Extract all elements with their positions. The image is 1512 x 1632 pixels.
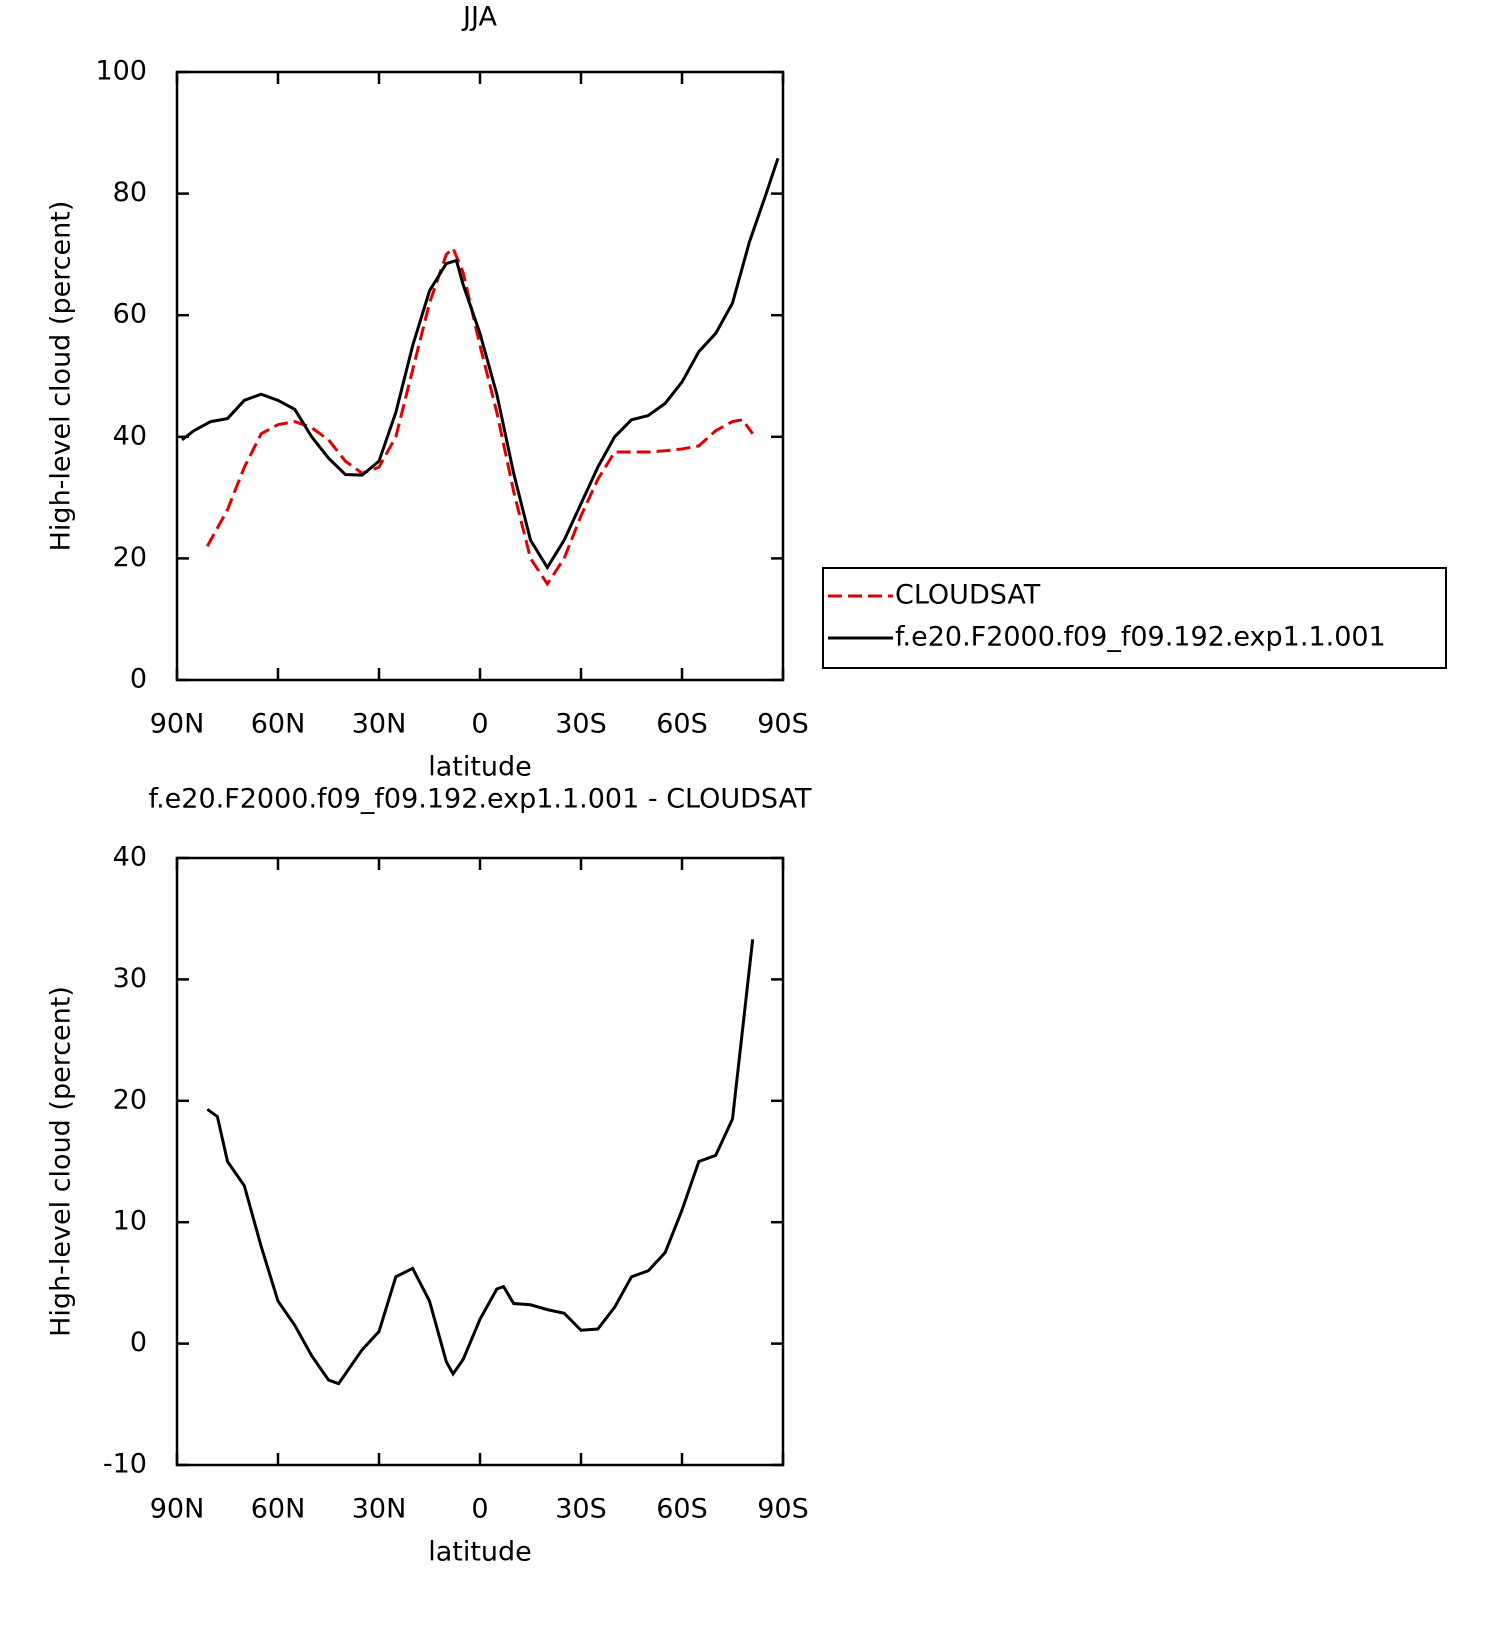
y-tick-label: 0 <box>130 1327 147 1358</box>
y-tick-label: 80 <box>113 177 147 208</box>
x-tick-label: 30N <box>352 1494 407 1525</box>
chart-title: f.e20.F2000.f09_f09.192.exp1.1.001 - CLO… <box>149 784 812 815</box>
data-line <box>181 157 780 571</box>
chart-title: JJA <box>461 2 497 33</box>
x-tick-label: 0 <box>471 1494 488 1525</box>
plot-frame <box>175 70 785 682</box>
legend-box <box>822 567 1447 669</box>
x-tick-label: 60N <box>251 709 306 740</box>
y-tick-label: 30 <box>113 963 147 994</box>
x-tick-label: 60N <box>251 1494 306 1525</box>
x-tick-label: 30S <box>555 709 607 740</box>
y-tick-label: 60 <box>113 299 147 330</box>
x-tick-label: 90N <box>150 1494 205 1525</box>
y-tick-label: 0 <box>130 664 147 695</box>
legend-label: f.e20.F2000.f09_f09.192.exp1.1.001 <box>895 622 1386 653</box>
y-axis-label: High-level cloud (percent) <box>46 986 77 1337</box>
x-tick-label: 30S <box>555 1494 607 1525</box>
y-tick-label: 10 <box>113 1206 147 1237</box>
y-tick-label: 40 <box>113 420 147 451</box>
x-tick-label: 90N <box>150 709 205 740</box>
data-line <box>206 939 755 1386</box>
x-tick-label: 30N <box>352 709 407 740</box>
x-tick-label: 0 <box>471 709 488 740</box>
data-line <box>205 245 754 587</box>
x-tick-label: 90S <box>757 1494 809 1525</box>
y-tick-label: 40 <box>113 842 147 873</box>
x-tick-label: 90S <box>757 709 809 740</box>
plot-frame <box>175 856 785 1467</box>
y-axis-label: High-level cloud (percent) <box>46 201 77 552</box>
y-tick-label: 20 <box>113 542 147 573</box>
legend-label: CLOUDSAT <box>895 580 1041 611</box>
y-tick-label: 100 <box>95 56 147 87</box>
x-axis-label: latitude <box>428 752 532 783</box>
x-tick-label: 60S <box>656 1494 708 1525</box>
x-axis-label: latitude <box>428 1537 532 1568</box>
y-tick-label: 20 <box>113 1084 147 1115</box>
y-tick-label: -10 <box>103 1449 147 1480</box>
x-tick-label: 60S <box>656 709 708 740</box>
